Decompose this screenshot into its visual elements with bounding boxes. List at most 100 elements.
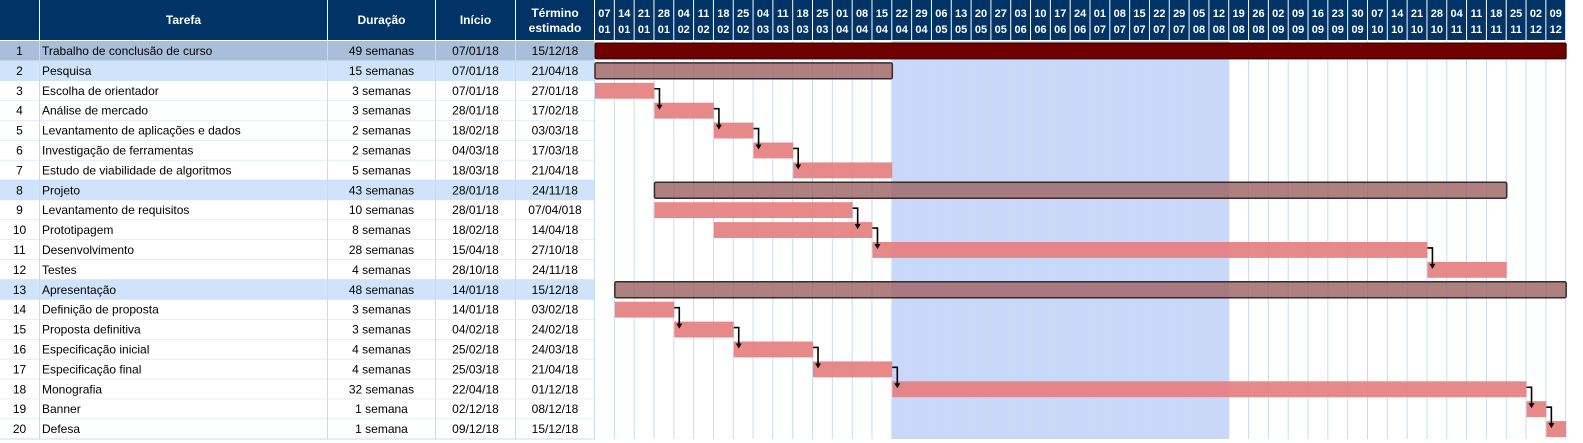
table-row: 5 Levantamento de aplicações e dados 2 sem… [0, 120, 595, 141]
week-header-cell [694, 0, 713, 40]
cell-id: 8 [16, 183, 23, 197]
dependency-arrowhead [735, 343, 742, 349]
row-background [0, 399, 595, 420]
tick-label-day: 10 [1034, 8, 1046, 20]
tick-label-month: 01 [618, 24, 630, 36]
week-header-cell [1090, 0, 1110, 40]
week-header-cell [1427, 0, 1447, 40]
tick-label-day: 14 [618, 8, 631, 20]
cell-id: 16 [13, 343, 27, 357]
cell-end: 27/10/18 [532, 243, 579, 257]
tick-label-day: 21 [1411, 8, 1423, 20]
cell-id: 7 [16, 163, 23, 177]
row-background [0, 140, 595, 161]
cell-name: Análise de mercado [42, 104, 148, 118]
dependency-arrowhead [676, 323, 683, 329]
tick-label-month: 11 [1451, 24, 1463, 36]
week-header-cell [1031, 0, 1050, 40]
tick-label-day: 26 [1252, 8, 1264, 20]
cell-duration: 48 semanas [349, 283, 414, 297]
timeline-area: 07 01 14 01 21 01 28 01 04 02 11 02 18 02 25 02 04 03 11 03… [594, 0, 1567, 439]
gantt-bar-2 [594, 62, 894, 80]
week-header-cell [713, 0, 733, 40]
row-background [0, 100, 595, 121]
tick-label-day: 30 [1351, 8, 1363, 20]
week-header-cell [1546, 0, 1566, 40]
week-header-cell [793, 0, 813, 40]
row-background [0, 180, 595, 201]
dependency-link-18-19 [1526, 386, 1533, 406]
highlighted-period [892, 41, 1230, 439]
tick-label-month: 01 [658, 24, 670, 36]
table-row: 13 Apresentação 48 semanas 14/01/18 15/12/18 [0, 279, 595, 301]
table-row: 8 Projeto 43 semanas 28/01/18 24/11/18 [0, 180, 595, 201]
row-background [0, 160, 595, 181]
table-row: 18 Monografia 32 semanas 22/04/18 01/12/18 [0, 379, 595, 400]
tick-label-month: 07 [1094, 24, 1106, 36]
dependency-arrowhead [815, 363, 822, 369]
row-background [0, 240, 595, 260]
tick-label-month: 03 [816, 24, 828, 36]
week-header-cell [1288, 0, 1308, 40]
week-header-cell [1308, 0, 1328, 40]
dependency-link-3-4 [654, 87, 661, 107]
gantt-bar-18 [892, 381, 1527, 398]
cell-duration: 3 semanas [352, 84, 411, 98]
cell-start: 25/02/18 [452, 343, 499, 357]
cell-id: 19 [13, 402, 27, 416]
header-cell [436, 0, 515, 40]
dependency-arrowhead [1528, 403, 1535, 409]
cell-id: 18 [13, 382, 27, 396]
cell-name: Trabalho de conclusão de curso [42, 44, 213, 58]
table-row: 12 Testes 4 semanas 28/10/18 24/11/18 [0, 259, 595, 281]
cell-start: 14/01/18 [452, 283, 499, 297]
table-row: 19 Banner 1 semana 02/12/18 08/12/18 [0, 399, 595, 420]
cell-id: 3 [16, 84, 23, 98]
tick-label-month: 04 [836, 24, 849, 36]
cell-start: 04/03/18 [452, 144, 499, 158]
table-row: 16 Especificação inicial 4 semanas 25/02/18… [0, 339, 595, 360]
tick-label-day: 04 [757, 8, 770, 20]
tick-label-day: 11 [698, 8, 710, 20]
gantt-bar-16 [733, 341, 814, 358]
tick-label-month: 01 [638, 24, 650, 36]
week-header-cell [614, 0, 634, 40]
cell-duration: 2 semanas [352, 124, 411, 138]
tick-label-day: 18 [1490, 8, 1502, 20]
tick-label-day: 25 [1510, 8, 1522, 20]
dependency-link-11-12 [1427, 247, 1434, 266]
cell-id: 15 [13, 323, 27, 337]
cell-start: 09/12/18 [452, 422, 499, 436]
table-row: 11 Desenvolvimento 28 semanas 15/04/18 27/10… [0, 240, 595, 261]
cell-start: 18/02/18 [452, 223, 499, 237]
table-row: 7 Estudo de viabilidade de algoritmos 5 se… [0, 160, 595, 181]
tick-label-month: 05 [935, 24, 947, 36]
dependency-link-14-15 [674, 306, 681, 326]
cell-duration: 4 semanas [352, 343, 411, 357]
gantt-bar-1 [594, 42, 1567, 60]
week-header-cell [912, 0, 931, 40]
tick-label-month: 07 [1133, 24, 1145, 36]
cell-name: Apresentação [42, 283, 116, 297]
cell-start: 07/01/18 [452, 84, 499, 98]
week-header-cell [1506, 0, 1526, 40]
week-header-cell [892, 0, 912, 40]
cell-name: Especificação inicial [42, 343, 149, 357]
cell-name: Prototipagem [42, 223, 113, 237]
cell-end: 15/12/18 [532, 44, 579, 58]
cell-end: 21/04/18 [532, 362, 579, 376]
cell-id: 2 [16, 64, 23, 78]
row-background [0, 80, 595, 101]
dependency-arrowhead [854, 224, 861, 230]
tick-label-day: 12 [1213, 8, 1225, 20]
tick-label-day: 07 [598, 8, 610, 20]
dependency-link-4-5 [713, 107, 720, 127]
table-row: 2 Pesquisa 15 semanas 07/01/18 21/04/18 [0, 60, 595, 82]
dependency-arrowhead [1429, 263, 1436, 269]
tick-label-month: 10 [1391, 24, 1403, 36]
gantt-bar-13 [614, 281, 1567, 299]
tick-label-month: 09 [1292, 24, 1304, 36]
week-header-cell [971, 0, 991, 40]
dependency-arrowhead [715, 124, 722, 130]
